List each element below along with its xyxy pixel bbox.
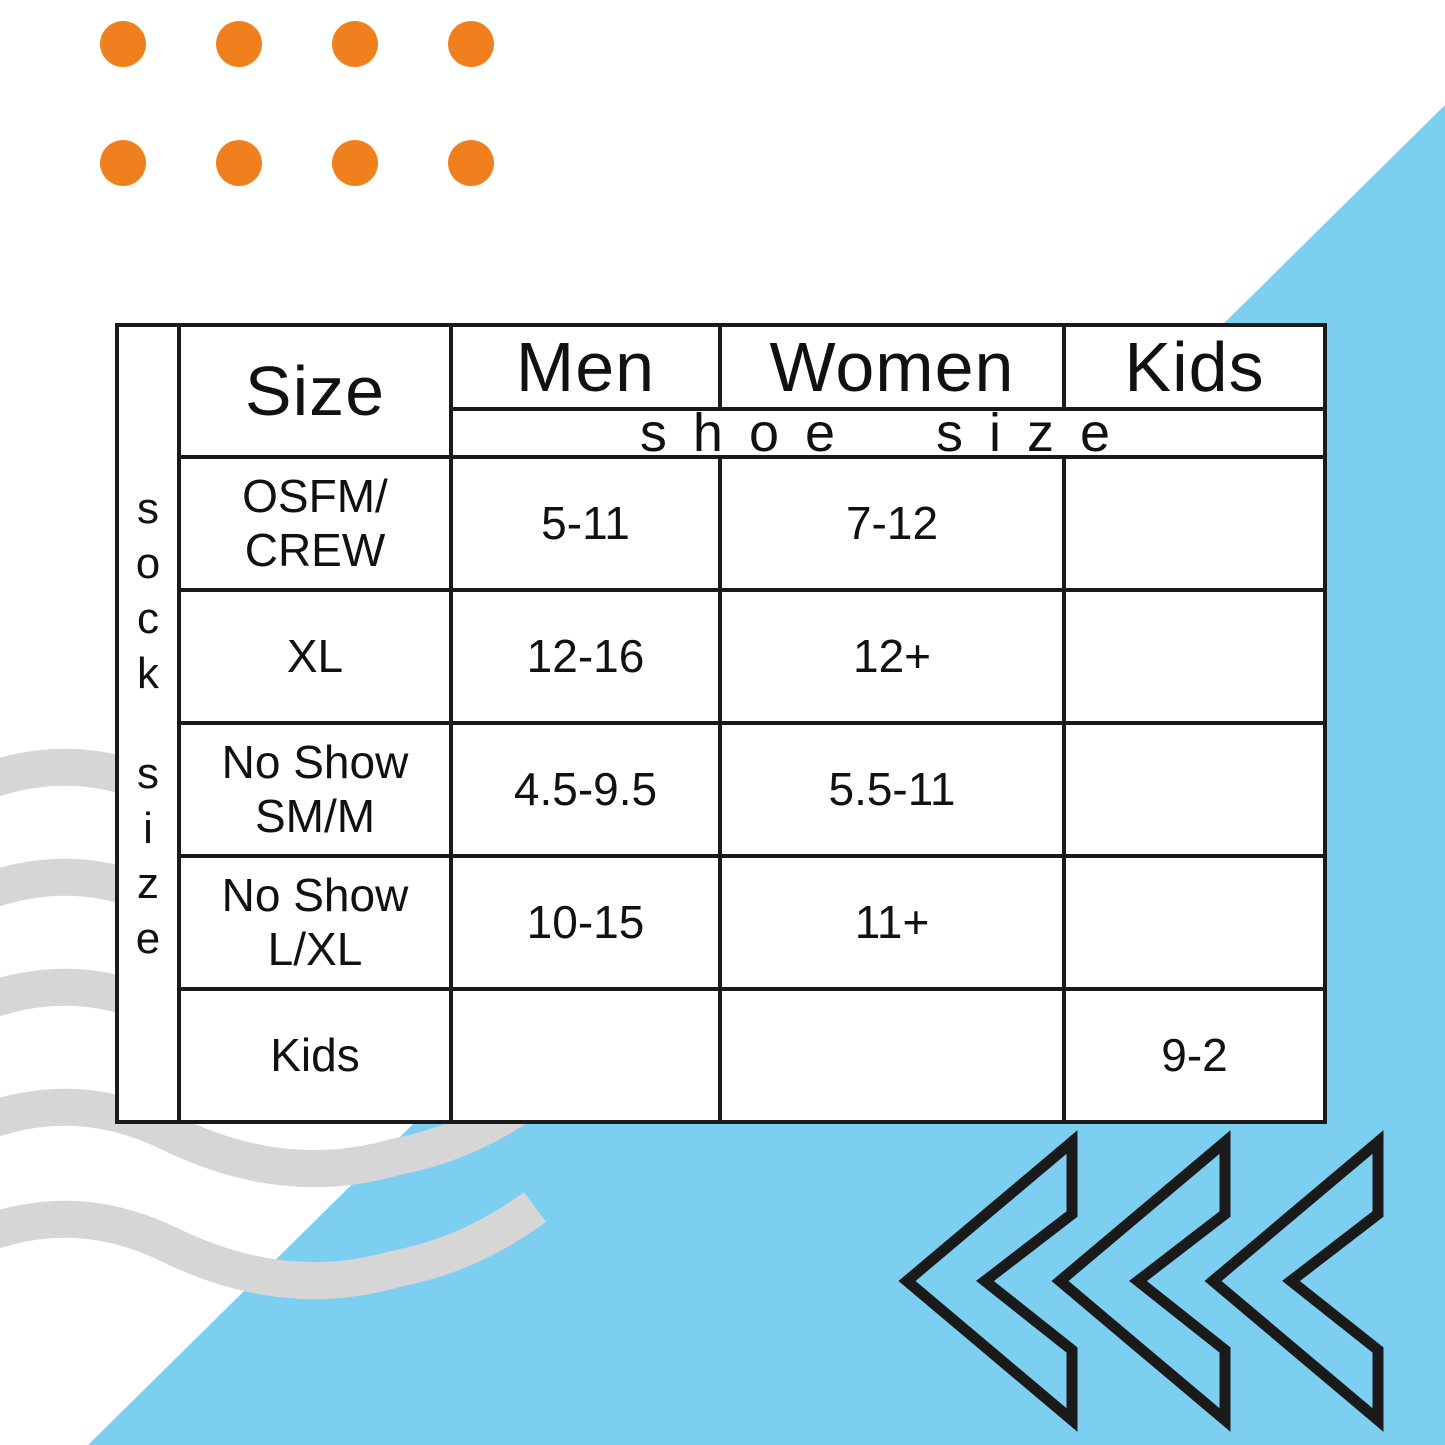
orange-dot	[448, 140, 494, 186]
women-value-cell: 11+	[718, 854, 1066, 991]
table-row: OSFM/ CREW 5-11 7-12	[117, 455, 1327, 592]
size-label-cell: No Show L/XL	[177, 854, 453, 991]
header-men: Men	[449, 323, 722, 411]
header-kids: Kids	[1062, 323, 1327, 411]
size-label-cell: OSFM/ CREW	[177, 455, 453, 592]
orange-dot	[216, 21, 262, 67]
size-label-cell: No Show SM/M	[177, 721, 453, 858]
men-value-cell: 12-16	[449, 588, 722, 725]
kids-value-cell	[1062, 455, 1327, 592]
kids-value-cell	[1062, 854, 1327, 991]
table-row: Kids 9-2	[117, 987, 1327, 1124]
table-row: No Show L/XL 10-15 11+	[117, 854, 1327, 991]
kids-value-cell	[1062, 721, 1327, 858]
women-value-cell: 12+	[718, 588, 1066, 725]
men-value-cell	[449, 987, 722, 1124]
orange-dot	[332, 140, 378, 186]
header-women: Women	[718, 323, 1066, 411]
dot-grid-decoration	[100, 21, 494, 186]
col-group-label-shoe-size: shoe size	[449, 407, 1327, 459]
men-value-cell: 4.5-9.5	[449, 721, 722, 858]
orange-dot	[100, 21, 146, 67]
table-row: No Show SM/M 4.5-9.5 5.5-11	[117, 721, 1327, 858]
orange-dot	[100, 140, 146, 186]
men-value-cell: 10-15	[449, 854, 722, 991]
orange-dot	[332, 21, 378, 67]
size-label-cell: Kids	[177, 987, 453, 1124]
orange-dot	[448, 21, 494, 67]
orange-dot	[216, 140, 262, 186]
table-row: XL 12-16 12+	[117, 588, 1327, 725]
men-value-cell: 5-11	[449, 455, 722, 592]
women-value-cell	[718, 987, 1066, 1124]
kids-value-cell	[1062, 588, 1327, 725]
kids-value-cell: 9-2	[1062, 987, 1327, 1124]
header-size: Size	[177, 323, 453, 459]
women-value-cell: 7-12	[718, 455, 1066, 592]
size-label-cell: XL	[177, 588, 453, 725]
women-value-cell: 5.5-11	[718, 721, 1066, 858]
